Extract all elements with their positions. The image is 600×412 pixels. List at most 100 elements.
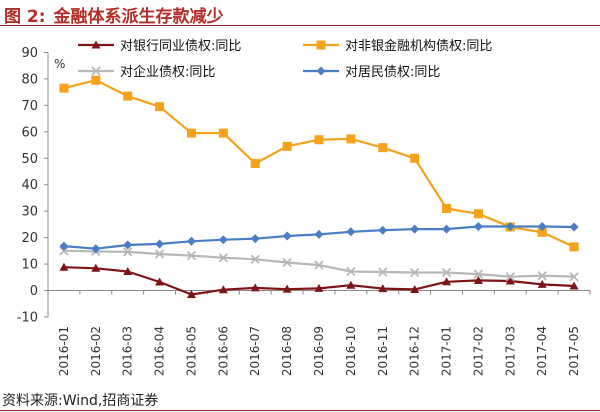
series-4-point: [282, 231, 292, 241]
y-tick-label: 40: [21, 178, 38, 193]
series-1-point: [282, 284, 292, 293]
series-4-point: [59, 241, 69, 251]
series-3-point: [186, 250, 197, 261]
series-1-point: [473, 275, 483, 284]
x-tick-label: 2017-04: [535, 326, 549, 376]
series-3-point: [410, 267, 420, 278]
x-tick-label: 2016-04: [153, 326, 167, 376]
series-2-point: [473, 209, 483, 219]
series-3-point: [154, 249, 165, 259]
y-tick-label: 10: [21, 258, 38, 273]
legend-label: 对银行同业债权:同比: [120, 38, 241, 54]
line-chart: -10 0 10 20 30 40 50 60 70 80 90% 2016-01 2016-02 201…: [17, 38, 591, 376]
series-3-point: [346, 266, 356, 277]
series-1-point: [155, 277, 165, 286]
y-tick-label: 90: [21, 46, 38, 61]
series-1-point: [537, 279, 547, 288]
series-2-point: [123, 91, 133, 101]
series-3-point: [123, 247, 133, 257]
y-tick-label: 20: [21, 231, 38, 246]
series-4-point: [569, 222, 579, 232]
x-tick-label: 2017-02: [471, 326, 485, 376]
series-2-point: [59, 83, 69, 93]
x-tick-label: 2016-08: [280, 326, 294, 376]
title-divider: [0, 25, 600, 26]
series-4-point: [378, 225, 388, 235]
y-tick-label: 50: [21, 152, 38, 167]
series-1-point: [59, 262, 69, 271]
x-tick-label: 2016-01: [57, 326, 71, 376]
series-2-point: [537, 227, 547, 237]
y-tick-label: 70: [21, 99, 38, 114]
x-tick-label: 2016-06: [216, 326, 230, 376]
series-4-point: [346, 227, 356, 237]
series-2-point: [569, 242, 579, 252]
series-1-point: [410, 284, 420, 293]
series-1-point: [250, 283, 260, 292]
x-tick-label: 2017-01: [440, 326, 454, 376]
series-4-point: [314, 229, 324, 239]
legend-label: 对非银金融机构债权:同比: [345, 38, 492, 54]
series-line-2: [63, 79, 575, 248]
series-1-point: [442, 277, 452, 286]
series-2-point: [314, 135, 324, 145]
series-4-point: [123, 240, 133, 250]
y-tick-label: 0: [30, 284, 38, 299]
legend-swatch-marker: [91, 66, 101, 76]
series-2-point: [378, 143, 388, 153]
series-2-point: [250, 159, 260, 169]
series-2-point: [282, 141, 292, 151]
series-4-point: [473, 221, 483, 231]
x-tick-label: 2016-02: [89, 326, 103, 376]
series-2-point: [91, 75, 101, 85]
series-1-point: [218, 285, 228, 294]
x-tick-label: 2016-09: [312, 326, 326, 376]
series-1-point: [186, 289, 196, 298]
series-4-point: [442, 224, 452, 234]
source-note: 资料来源:Wind,招商证券: [2, 393, 159, 409]
series-3-point: [59, 246, 69, 256]
y-tick-label: 60: [21, 125, 38, 140]
x-tick-label: 2016-10: [344, 326, 358, 376]
series-3-point: [505, 272, 515, 282]
legend-label: 对企业债权:同比: [120, 64, 215, 80]
series-2-point: [346, 134, 356, 144]
series-4-point: [250, 234, 260, 244]
x-tick-label: 2016-03: [121, 326, 135, 376]
series-2-point: [410, 153, 420, 163]
figure-title: 图 2: 金融体系派生存款减少: [4, 2, 232, 27]
y-unit-label: %: [54, 57, 65, 71]
legend-swatch-marker: [316, 40, 326, 50]
figure-title-text: 金融体系派生存款减少: [53, 7, 224, 27]
series-1-point: [91, 263, 101, 272]
series-1-point: [123, 266, 133, 275]
x-tick-label: 2017-03: [503, 326, 517, 376]
series-4-point: [505, 221, 515, 231]
series-3-point: [378, 267, 388, 277]
series-3-point: [250, 254, 260, 264]
series-3-point: [314, 260, 324, 270]
series-3-point: [473, 269, 484, 279]
series-3-point: [569, 272, 579, 282]
legend-label: 对居民债权:同比: [345, 64, 440, 80]
series-2-point: [442, 204, 452, 214]
series-2-point: [218, 128, 228, 138]
x-tick-label: 2016-05: [184, 326, 198, 376]
series-3-point: [218, 253, 228, 263]
x-tick-label: 2016-07: [248, 326, 262, 376]
x-tick-label: 2016-12: [408, 326, 422, 376]
series-1-point: [314, 283, 324, 292]
y-tick-label: 80: [21, 72, 38, 87]
series-2-point: [155, 102, 165, 112]
y-tick-label: -10: [17, 310, 38, 325]
series-4-point: [155, 239, 165, 249]
series-line-3: [63, 249, 575, 278]
series-4-point: [218, 235, 228, 245]
series-3-point: [441, 267, 452, 278]
figure-label: 图 2:: [4, 7, 46, 27]
y-tick-label: 30: [21, 205, 38, 220]
series-3-point: [537, 271, 547, 281]
x-tick-label: 2016-11: [376, 326, 390, 376]
series-4-point: [186, 236, 196, 246]
series-4-point: [410, 224, 420, 234]
